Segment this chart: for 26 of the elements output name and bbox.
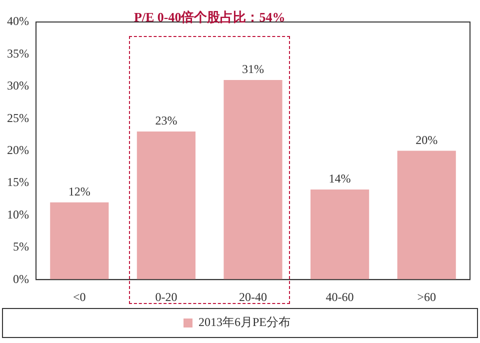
y-tick-label: 15%	[6, 175, 29, 190]
x-tick-label: 0-20	[155, 290, 178, 304]
text: 12%	[68, 184, 90, 198]
text: 31%	[242, 62, 264, 76]
y-tick-label: 40%	[6, 14, 29, 28]
x-tick-label: <0	[73, 290, 86, 304]
x-tick-label: >60	[417, 290, 436, 304]
y-tick-label: 35%	[6, 46, 29, 60]
text: 14%	[328, 172, 351, 186]
y-tick-label: 5%	[12, 240, 29, 254]
legend-label: 2013年6月PE分布	[198, 315, 291, 330]
y-tick-label: 25%	[6, 110, 29, 125]
annotation: P/E 0-40倍个股占比：54%	[134, 9, 286, 24]
text: 20%	[416, 132, 438, 147]
x-tick-label: 40-60	[326, 290, 354, 304]
text: 23%	[155, 114, 178, 128]
y-tick-label: 30%	[6, 78, 29, 93]
y-tick-label: 10%	[6, 207, 29, 222]
bar	[50, 202, 109, 280]
y-tick-label: 0%	[12, 272, 29, 286]
bar	[224, 80, 282, 280]
y-tick-label: 20%	[6, 142, 29, 157]
x-tick-label: 20-40	[239, 290, 267, 304]
bar	[310, 189, 370, 280]
bar	[136, 131, 196, 280]
bar	[397, 150, 456, 280]
